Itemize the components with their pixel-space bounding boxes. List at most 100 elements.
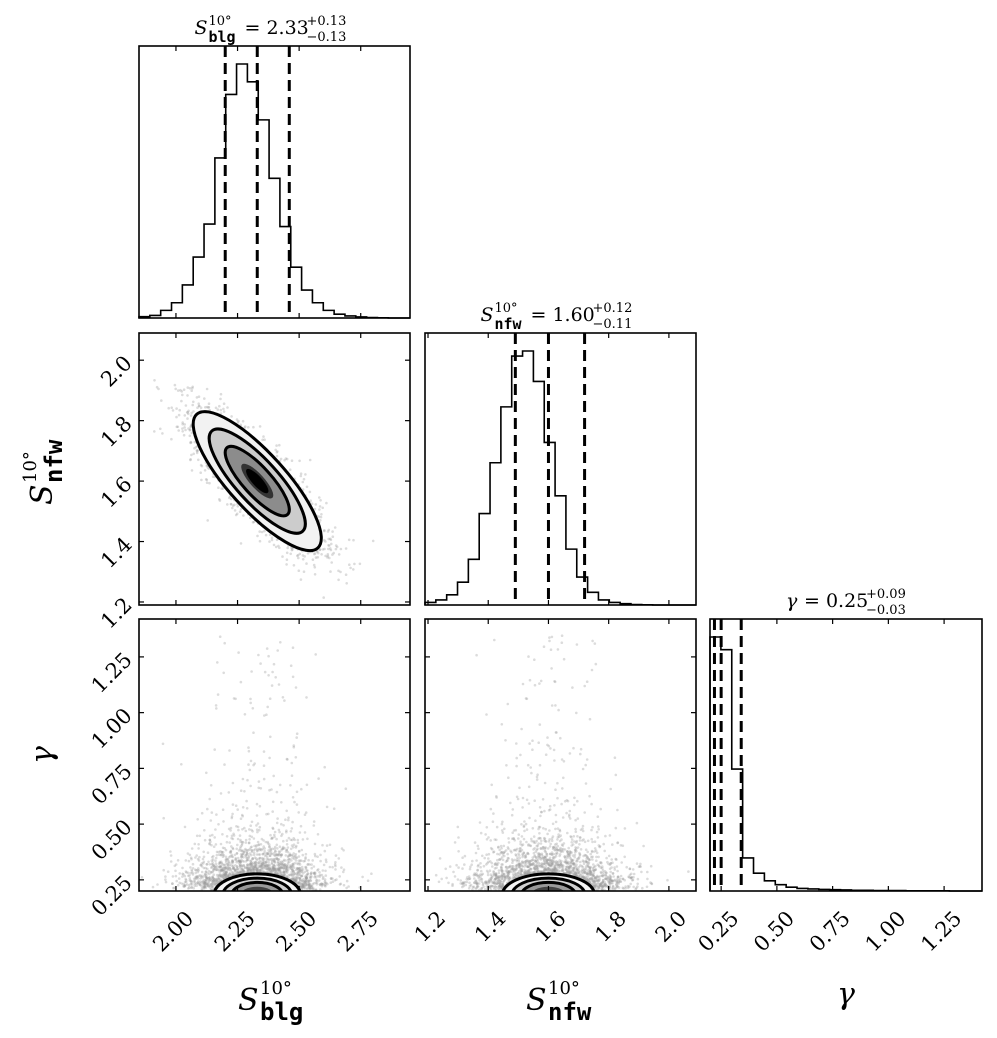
scatter-point: [203, 879, 206, 882]
scatter-point: [262, 867, 265, 870]
scatter-point: [321, 506, 325, 510]
scatter-point: [324, 869, 327, 873]
scatter-point: [268, 866, 272, 870]
scatter-point: [186, 871, 190, 875]
scatter-point: [225, 870, 228, 873]
scatter-point: [308, 877, 312, 880]
scatter-point: [161, 432, 164, 435]
scatter-point: [334, 544, 338, 547]
scatter-point: [189, 440, 193, 444]
scatter-point: [153, 430, 156, 433]
scatter-point: [304, 881, 308, 885]
scatter-point: [216, 661, 219, 664]
scatter-point: [234, 856, 237, 860]
scatter-point: [290, 859, 293, 862]
scatter-point: [314, 881, 318, 885]
scatter-point: [202, 866, 206, 870]
scatter-point: [294, 854, 297, 858]
scatter-point: [261, 864, 264, 867]
scatter-point: [249, 516, 252, 520]
scatter-point: [292, 869, 295, 873]
scatter-point: [246, 869, 250, 873]
scatter-point: [217, 877, 221, 880]
scatter-point: [195, 396, 199, 399]
scatter-point: [263, 529, 266, 533]
scatter-point: [317, 777, 320, 780]
scatter-point: [241, 828, 244, 831]
scatter-point: [265, 860, 268, 863]
scatter-point: [208, 481, 211, 485]
scatter-point: [259, 787, 263, 790]
scatter-point: [293, 861, 297, 865]
scatter-point: [216, 408, 220, 411]
scatter-point: [240, 871, 243, 874]
scatter-point: [338, 875, 342, 878]
scatter-point: [332, 807, 336, 810]
scatter-point: [189, 414, 193, 417]
scatter-point: [328, 544, 331, 547]
scatter-point: [225, 872, 228, 875]
scatter-point: [208, 797, 211, 801]
scatter-point: [291, 820, 294, 824]
scatter-point: [258, 847, 261, 850]
scatter-point: [280, 861, 284, 864]
scatter-point: [214, 868, 218, 872]
scatter-point: [188, 853, 192, 857]
scatter-point: [177, 413, 181, 417]
scatter-point: [240, 853, 244, 857]
scatter-point: [200, 874, 204, 878]
scatter-point: [189, 458, 192, 462]
scatter-point: [235, 825, 238, 828]
scatter-point: [183, 426, 186, 429]
scatter-point: [258, 853, 262, 856]
scatter-point: [195, 854, 198, 857]
scatter-point: [196, 818, 199, 821]
scatter-point: [273, 845, 277, 849]
scatter-point: [286, 863, 290, 866]
scatter-point: [252, 851, 256, 855]
scatter-point: [203, 882, 206, 886]
scatter-point: [205, 387, 209, 391]
scatter-point: [242, 864, 245, 867]
scatter-point: [313, 552, 317, 555]
scatter-point: [242, 869, 246, 873]
scatter-point: [260, 863, 264, 867]
scatter-point: [307, 884, 310, 887]
scatter-point: [219, 850, 222, 853]
scatter-point: [329, 547, 332, 550]
scatter-point: [213, 865, 216, 869]
scatter-point: [258, 539, 262, 543]
scatter-point: [227, 874, 230, 878]
scatter-point: [166, 870, 170, 873]
scatter-point: [300, 870, 303, 873]
scatter-point: [296, 838, 300, 842]
scatter-point: [221, 869, 225, 872]
scatter-point: [275, 454, 279, 458]
scatter-point: [221, 487, 225, 490]
scatter-point: [218, 872, 222, 876]
scatter-point: [313, 842, 317, 846]
scatter-point: [181, 872, 184, 876]
scatter-point: [199, 863, 202, 867]
scatter-point: [193, 440, 197, 444]
scatter-point: [296, 841, 300, 845]
scatter-point: [227, 827, 231, 831]
joint-panel-s_blg-gamma: [138, 618, 411, 892]
scatter-point: [288, 854, 291, 857]
scatter-point: [220, 487, 223, 490]
scatter-point: [304, 473, 307, 476]
scatter-point: [297, 862, 300, 866]
scatter-point: [220, 851, 224, 854]
scatter-point: [295, 862, 299, 865]
scatter-point: [242, 864, 246, 867]
scatter-point: [287, 816, 290, 819]
scatter-point: [319, 853, 322, 857]
scatter-point: [294, 853, 298, 856]
scatter-point: [208, 886, 212, 889]
scatter-point: [241, 806, 245, 809]
scatter-point: [258, 865, 262, 868]
scatter-point: [197, 843, 200, 846]
scatter-point: [231, 812, 234, 816]
scatter-point: [217, 873, 221, 877]
scatter-point: [280, 872, 283, 875]
